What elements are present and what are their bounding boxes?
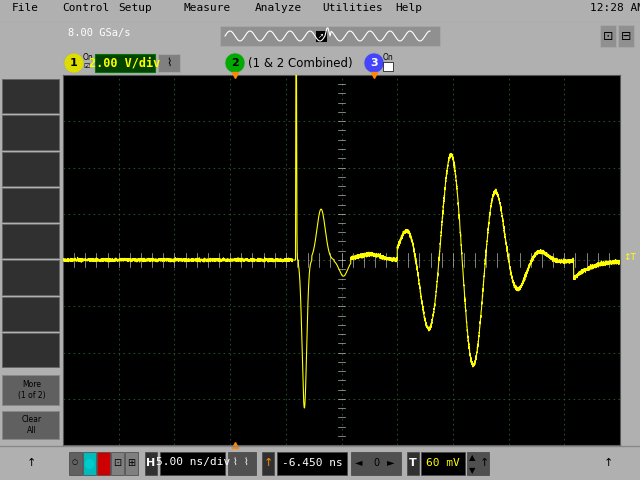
Text: On: On [83,53,93,62]
Text: More
(1 of 2): More (1 of 2) [18,380,45,400]
Text: ☑: ☑ [83,63,89,69]
FancyBboxPatch shape [262,452,274,475]
Text: ⌇: ⌇ [232,457,237,468]
Text: 5.00 ns/div: 5.00 ns/div [156,457,230,468]
Text: ↑: ↑ [27,457,36,468]
FancyBboxPatch shape [315,30,327,42]
FancyBboxPatch shape [600,25,616,47]
FancyBboxPatch shape [364,53,384,73]
Text: ↑: ↑ [604,457,613,468]
FancyBboxPatch shape [467,452,489,475]
Text: 1: 1 [70,58,78,68]
Text: Analyze: Analyze [255,3,302,13]
FancyBboxPatch shape [69,452,82,475]
Text: On: On [383,53,394,62]
FancyBboxPatch shape [2,333,59,367]
Text: 0: 0 [373,457,379,468]
FancyBboxPatch shape [383,62,393,71]
Text: ●: ● [97,456,108,469]
Text: ⌇: ⌇ [166,58,172,68]
Text: ⊞: ⊞ [127,457,135,468]
Text: ↕T: ↕T [623,253,636,262]
FancyBboxPatch shape [158,54,180,72]
Text: ○: ○ [72,459,78,466]
FancyBboxPatch shape [145,452,157,475]
FancyBboxPatch shape [2,375,59,405]
Text: ◄: ◄ [355,457,363,468]
Text: ⊡: ⊡ [113,457,121,468]
FancyBboxPatch shape [225,53,245,73]
Text: 3: 3 [370,58,378,68]
FancyBboxPatch shape [407,452,419,475]
FancyBboxPatch shape [97,452,110,475]
Text: Clear
All: Clear All [21,415,42,435]
Text: -6.450 ns: -6.450 ns [282,457,342,468]
Text: ►: ► [387,457,395,468]
Text: ↗: ↗ [318,33,324,39]
FancyBboxPatch shape [83,452,96,475]
Text: ▲: ▲ [468,453,476,462]
Text: 2.00 V/div: 2.00 V/div [90,57,161,70]
FancyBboxPatch shape [111,452,124,475]
FancyBboxPatch shape [421,452,465,475]
Text: Measure: Measure [183,3,230,13]
Text: ●: ● [84,456,95,469]
FancyBboxPatch shape [2,79,59,113]
FancyBboxPatch shape [618,25,634,47]
Text: File: File [12,3,39,13]
Text: (1 & 2 Combined): (1 & 2 Combined) [248,57,353,70]
FancyBboxPatch shape [220,26,440,46]
Text: ▼: ▼ [468,466,476,475]
Text: ⌇: ⌇ [244,457,248,468]
Text: ⊟: ⊟ [621,29,631,43]
FancyBboxPatch shape [228,452,256,475]
FancyBboxPatch shape [125,452,138,475]
Text: ↑: ↑ [479,457,489,468]
Text: 12:28 AM: 12:28 AM [590,3,640,13]
Text: Control: Control [62,3,109,13]
FancyBboxPatch shape [160,452,225,475]
Text: 2: 2 [231,58,239,68]
FancyBboxPatch shape [351,452,401,475]
Text: ↑: ↑ [263,457,273,468]
FancyBboxPatch shape [95,54,155,72]
FancyBboxPatch shape [2,152,59,186]
Text: H: H [147,457,156,468]
Text: Setup: Setup [118,3,152,13]
FancyBboxPatch shape [2,260,59,295]
FancyBboxPatch shape [2,411,59,439]
FancyBboxPatch shape [2,297,59,331]
FancyBboxPatch shape [64,53,84,73]
Text: ⊡: ⊡ [603,29,613,43]
FancyBboxPatch shape [2,115,59,149]
Text: Utilities: Utilities [322,3,383,13]
FancyBboxPatch shape [2,224,59,258]
Text: 60 mV: 60 mV [426,457,460,468]
FancyBboxPatch shape [277,452,347,475]
Text: Help: Help [395,3,422,13]
FancyBboxPatch shape [2,188,59,222]
Text: 8.00 GSa/s: 8.00 GSa/s [68,28,131,38]
Text: T: T [409,457,417,468]
